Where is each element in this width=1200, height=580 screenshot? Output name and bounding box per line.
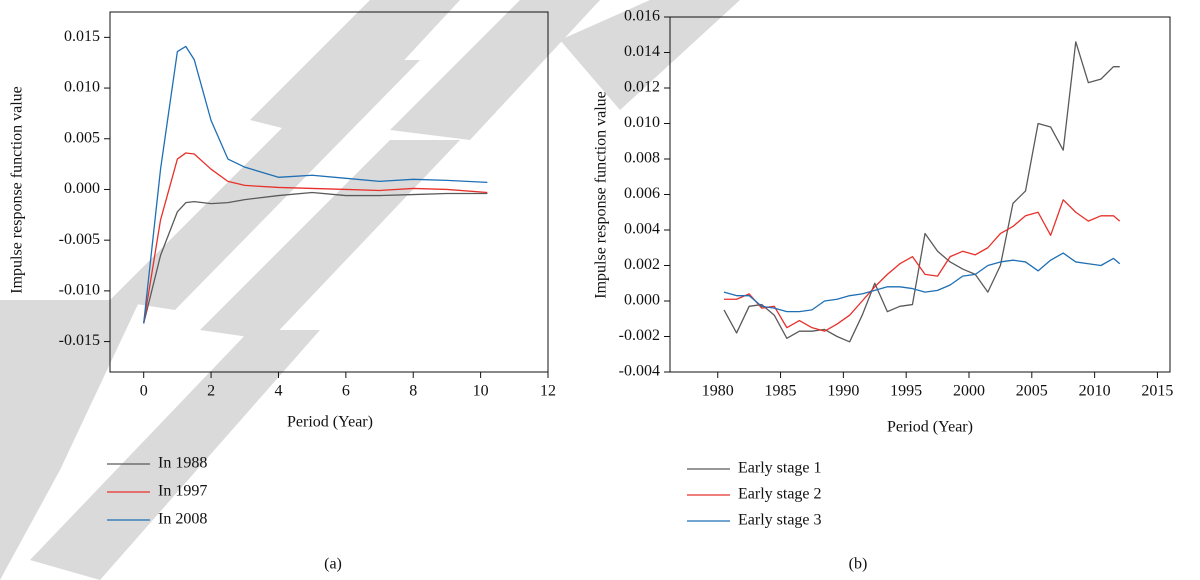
- watermark-shape: [250, 0, 460, 140]
- legend-label: In 1997: [158, 483, 207, 500]
- series-line: [724, 199, 1121, 332]
- x-tick-label: 12: [540, 383, 556, 400]
- legend-label: Early stage 3: [738, 512, 822, 529]
- x-axis-label: Period (Year): [287, 414, 373, 431]
- x-tick-label: 10: [473, 383, 489, 400]
- y-tick-label: 0.000: [624, 292, 660, 309]
- series-line: [723, 41, 1120, 343]
- y-tick-label: 0.004: [624, 221, 660, 238]
- x-tick-label: 1990: [827, 383, 859, 400]
- series-line: [143, 152, 488, 324]
- panel-caption: (b): [849, 556, 868, 573]
- watermark: [0, 0, 740, 580]
- x-tick-label: 6: [342, 383, 350, 400]
- y-tick-label: 0.008: [624, 150, 660, 167]
- plot-frame: [669, 16, 1171, 373]
- series-line: [143, 45, 488, 324]
- x-axis-label: Period (Year): [887, 419, 973, 436]
- x-tick-label: 1995: [890, 383, 922, 400]
- y-tick-label: 0.014: [624, 43, 660, 60]
- y-tick-label: -0.005: [59, 231, 100, 248]
- x-tick-label: 2: [207, 383, 215, 400]
- y-tick-label: 0.015: [64, 28, 100, 45]
- legend-label: In 1988: [158, 455, 207, 472]
- x-tick-label: 2000: [953, 383, 985, 400]
- y-tick-label: -0.015: [59, 332, 100, 349]
- y-tick-label: 0.006: [624, 185, 660, 202]
- y-axis-label: Impulse response function value: [593, 91, 610, 299]
- series-line: [723, 252, 1121, 313]
- x-tick-label: 0: [140, 383, 148, 400]
- y-tick-label: 0.000: [64, 180, 100, 197]
- x-tick-label: 2015: [1141, 383, 1173, 400]
- y-axis-label: Impulse response function value: [9, 86, 26, 294]
- y-tick-label: -0.010: [59, 282, 100, 299]
- watermark-shape: [30, 330, 320, 580]
- series-line: [143, 191, 488, 324]
- x-tick-label: 2005: [1016, 383, 1048, 400]
- y-tick-label: 0.010: [64, 79, 100, 96]
- watermark-shape: [560, 0, 740, 110]
- x-tick-label: 8: [409, 383, 417, 400]
- plot-frame: [109, 11, 549, 373]
- x-tick-label: 4: [274, 383, 282, 400]
- y-tick-label: 0.005: [64, 129, 100, 146]
- y-tick-label: 0.002: [624, 256, 660, 273]
- x-tick-label: 2010: [1079, 383, 1111, 400]
- y-tick-label: 0.016: [624, 8, 660, 25]
- watermark-shape: [0, 300, 140, 580]
- legend-label: Early stage 1: [738, 460, 822, 477]
- x-tick-label: 1980: [702, 383, 734, 400]
- x-tick-label: 1985: [765, 383, 797, 400]
- y-tick-label: -0.002: [619, 327, 660, 344]
- legend-label: In 2008: [158, 511, 207, 528]
- legend-label: Early stage 2: [738, 486, 822, 503]
- y-tick-label: 0.010: [624, 114, 660, 131]
- y-tick-label: 0.012: [624, 79, 660, 96]
- y-tick-label: -0.004: [619, 363, 660, 380]
- panel-caption: (a): [324, 556, 342, 573]
